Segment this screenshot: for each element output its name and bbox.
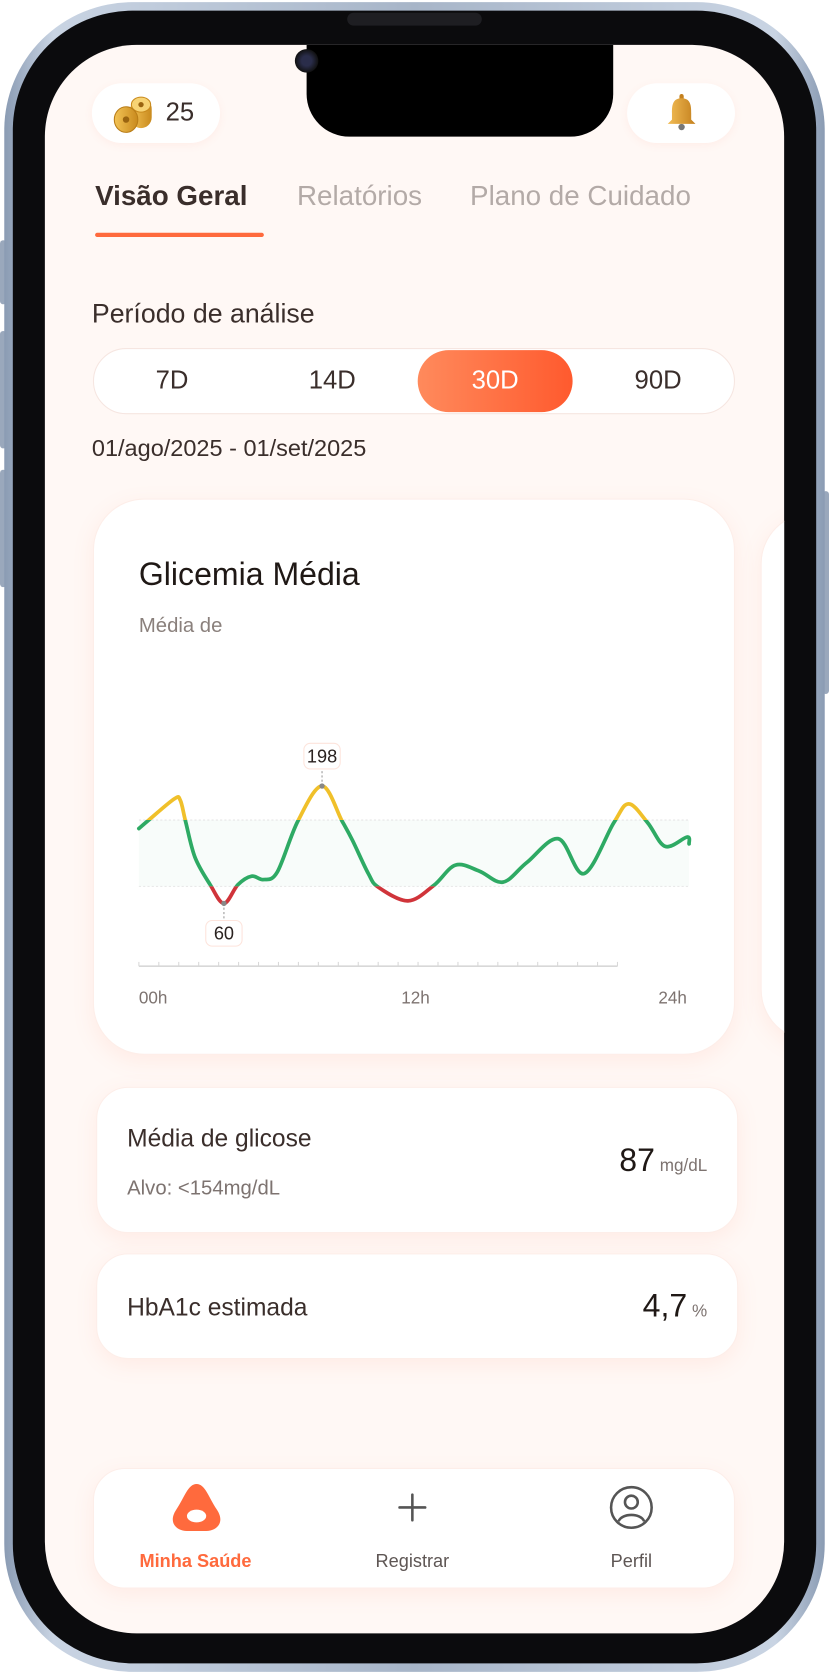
stat-title: Média de glicose xyxy=(127,1124,312,1152)
x-tick-label: 24h xyxy=(658,989,687,1008)
nav-item-perfil[interactable]: Perfil xyxy=(546,1473,717,1580)
profile-icon xyxy=(609,1485,653,1530)
annotation-box xyxy=(205,919,243,947)
glucose-line-mid xyxy=(137,820,692,887)
nav-item-registrar[interactable]: Registrar xyxy=(327,1473,498,1580)
period-option-14d[interactable]: 14D xyxy=(308,366,356,396)
annotation-point xyxy=(319,783,325,789)
tab-visao-geral[interactable]: Visão Geral xyxy=(95,179,248,212)
period-option-30d[interactable]: 30D xyxy=(417,350,573,413)
nav-label: Minha Saúde xyxy=(139,1551,252,1572)
nav-item-minha-saude[interactable]: Minha Saúde xyxy=(110,1473,281,1580)
period-option-7d[interactable]: 7D xyxy=(155,366,189,396)
volume-down-button xyxy=(0,469,7,588)
chart-title: Glicemia Média xyxy=(138,557,360,593)
active-tab-indicator xyxy=(95,232,264,238)
stat-card-hba1c[interactable]: HbA1c estimada 4,7 % xyxy=(96,1253,739,1360)
chart-card[interactable]: Glicemia Média Média de xyxy=(92,498,735,1055)
screen: 25 Visão Geral Relatórios Plano de Cuida… xyxy=(44,44,785,1634)
annotation-label: 60 xyxy=(214,924,234,944)
volume-up-button xyxy=(0,330,7,449)
annotation-label: 198 xyxy=(307,747,337,767)
period-selector: 7D 14D 30D 90D xyxy=(92,348,735,415)
speaker-grille xyxy=(347,12,482,26)
target-range-band xyxy=(139,820,689,886)
glucose-chart: 00h 12h 24h 198 60 xyxy=(137,742,692,1008)
chart-subtitle: Média de xyxy=(138,614,223,638)
nav-label: Registrar xyxy=(375,1551,450,1572)
stat-card-average-glucose[interactable]: Média de glicose Alvo: <154mg/dL 87 mg/d… xyxy=(96,1086,739,1234)
tab-relatorios[interactable]: Relatórios xyxy=(296,179,423,212)
bell-icon xyxy=(667,93,696,131)
stat-value: 4,7 xyxy=(642,1288,688,1324)
coins-badge[interactable]: 25 xyxy=(91,83,221,144)
coins-count: 25 xyxy=(165,98,195,128)
dynamic-island xyxy=(306,44,614,137)
annotation-point xyxy=(221,900,227,907)
date-range: 01/ago/2025 - 01/set/2025 xyxy=(91,434,367,462)
front-camera xyxy=(294,49,319,73)
power-button xyxy=(822,491,829,694)
period-label: Período de análise xyxy=(91,298,315,329)
mute-switch xyxy=(0,240,7,305)
x-tick-label: 12h xyxy=(401,989,430,1008)
stat-title: HbA1c estimada xyxy=(127,1292,308,1321)
stat-subtitle: Alvo: <154mg/dL xyxy=(127,1177,281,1200)
annotation-box xyxy=(303,742,341,770)
health-logo-icon xyxy=(172,1483,221,1531)
plus-icon xyxy=(398,1493,427,1522)
tab-plano-de-cuidado[interactable]: Plano de Cuidado xyxy=(470,179,691,212)
stat-unit: % xyxy=(692,1302,708,1321)
period-option-90d[interactable]: 90D xyxy=(634,366,682,396)
coins-icon xyxy=(113,96,152,133)
stat-value: 87 xyxy=(619,1143,655,1179)
x-tick-label: 00h xyxy=(139,989,168,1008)
notifications-button[interactable] xyxy=(627,83,735,144)
stat-unit: mg/dL xyxy=(659,1157,708,1176)
nav-label: Perfil xyxy=(610,1551,653,1572)
